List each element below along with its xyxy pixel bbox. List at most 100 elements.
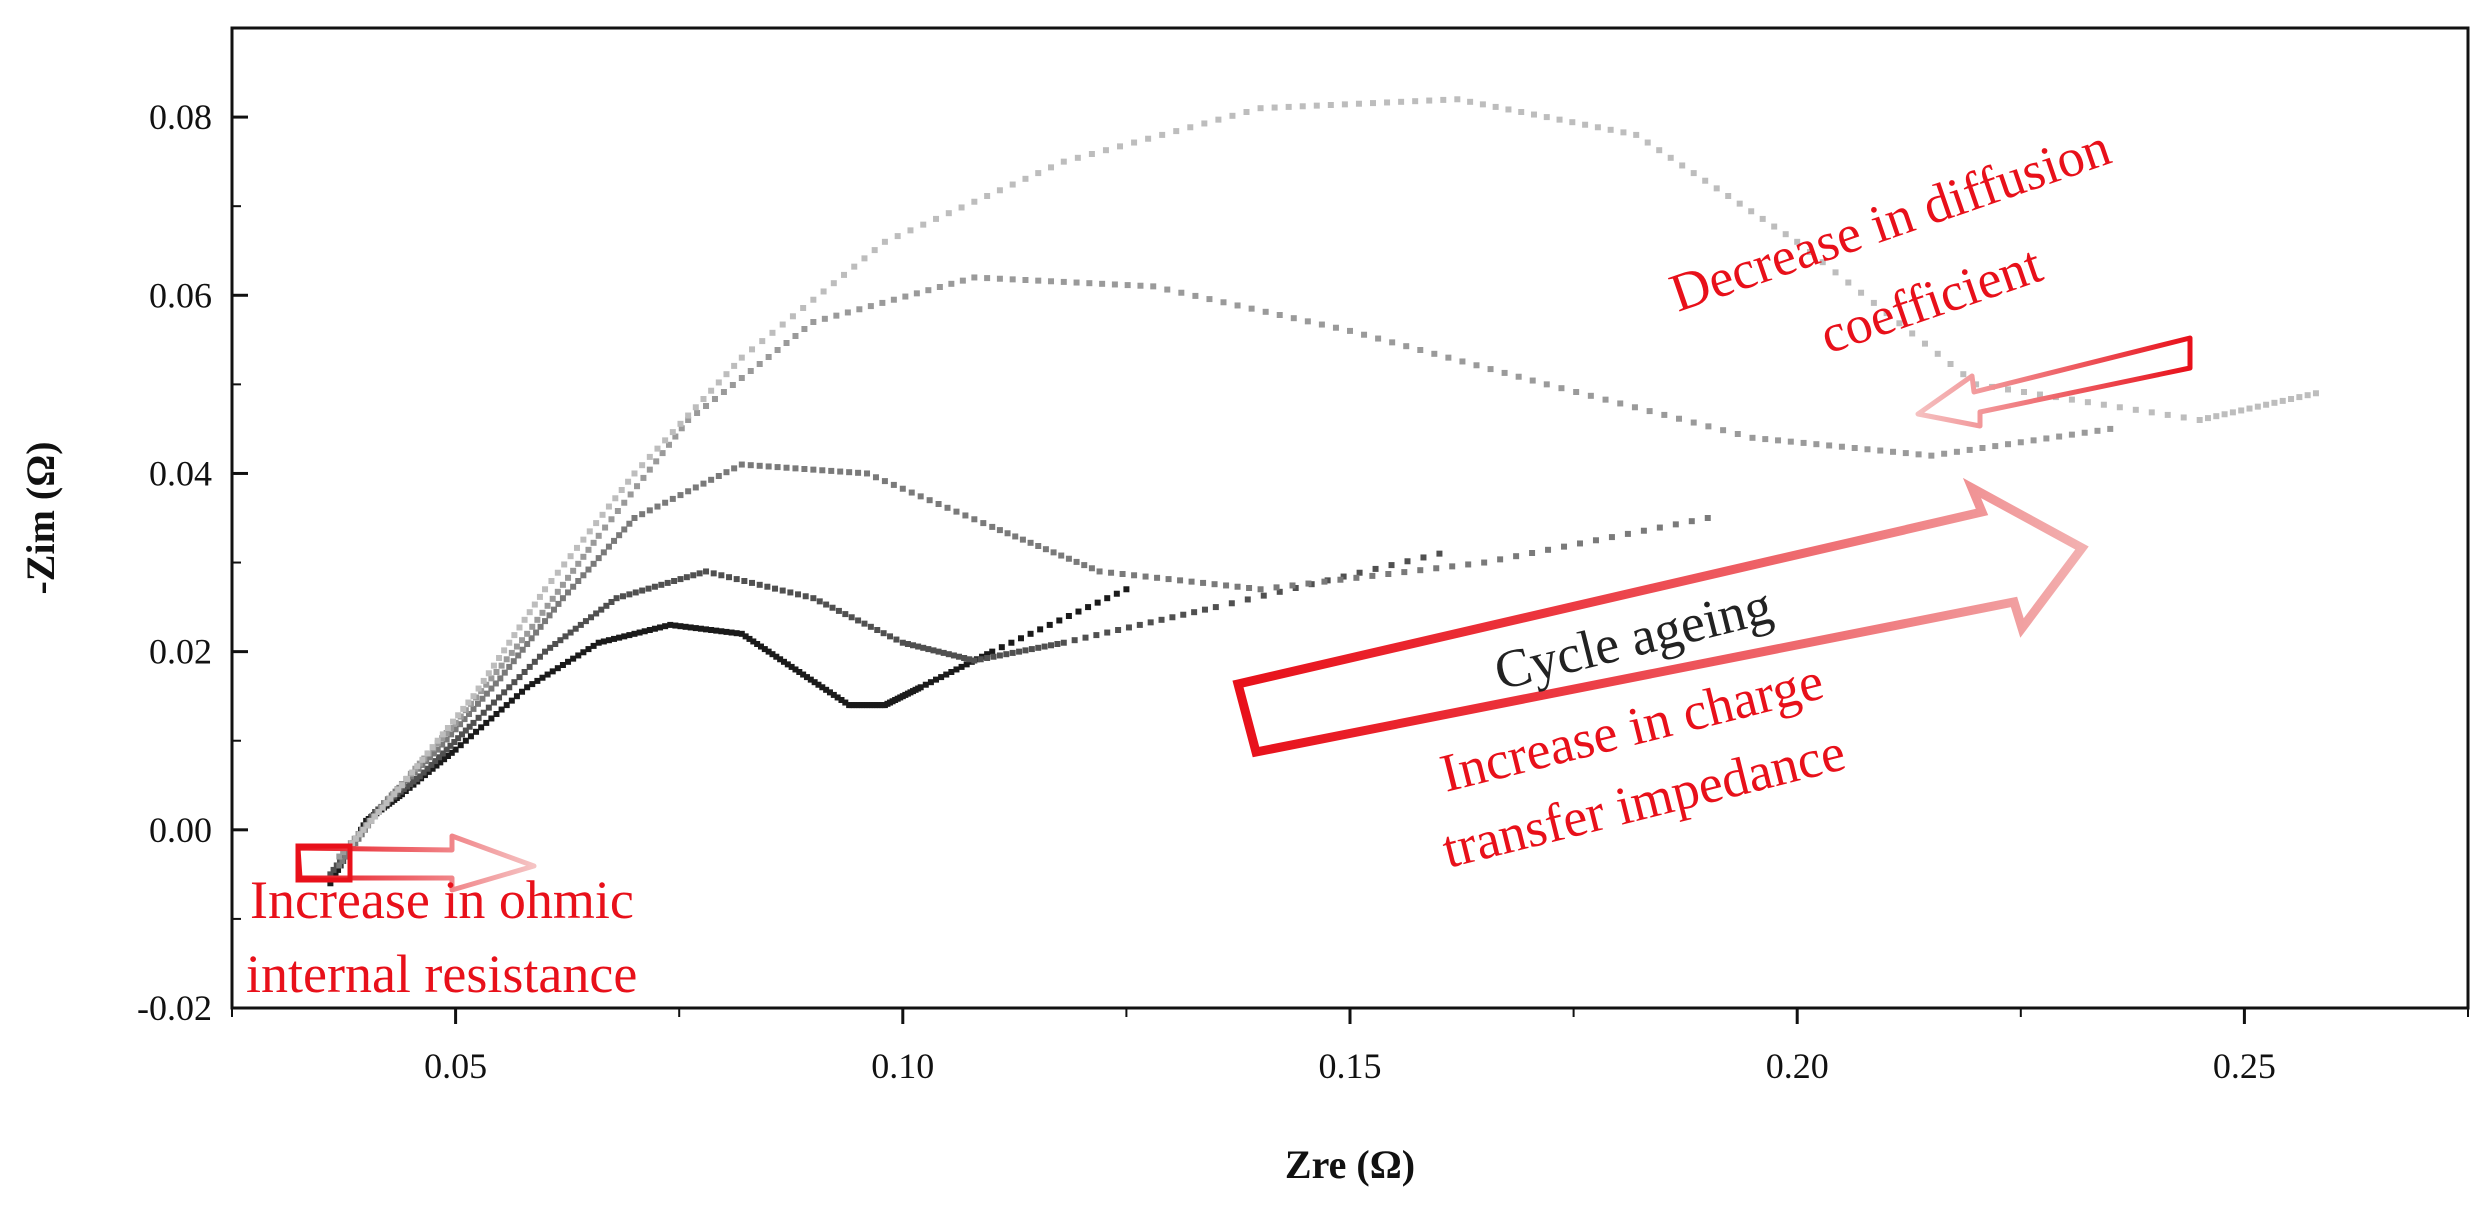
data-point — [830, 691, 837, 698]
data-point — [473, 728, 480, 735]
data-point — [708, 476, 715, 483]
data-point — [330, 866, 337, 873]
data-point — [1125, 624, 1132, 631]
data-point — [439, 750, 446, 757]
data-point — [1921, 340, 1928, 347]
data-point — [627, 491, 634, 498]
data-point — [327, 871, 334, 878]
data-point — [784, 661, 791, 668]
data-point — [646, 466, 653, 473]
data-point — [1800, 439, 1807, 446]
data-point — [1131, 572, 1138, 579]
data-point — [1864, 446, 1871, 453]
data-point — [503, 656, 510, 663]
data-point — [1934, 350, 1941, 357]
data-point — [1794, 238, 1801, 245]
data-point — [603, 602, 610, 609]
data-point — [871, 247, 878, 254]
data-point — [1545, 546, 1552, 553]
data-point — [1356, 569, 1363, 576]
data-point — [1347, 327, 1353, 334]
data-point — [2254, 403, 2261, 410]
data-point — [2164, 411, 2171, 418]
data-point — [516, 624, 523, 631]
data-point — [692, 625, 699, 632]
data-point — [602, 524, 609, 531]
data-point — [1433, 565, 1440, 572]
data-point — [413, 775, 420, 782]
data-point — [2084, 399, 2091, 406]
data-point — [457, 742, 464, 749]
data-point — [1515, 373, 1522, 380]
data-point — [1075, 608, 1082, 615]
data-point — [2081, 429, 2088, 436]
data-point — [2148, 409, 2155, 416]
data-point — [2271, 399, 2278, 406]
data-point — [1858, 289, 1865, 296]
data-point — [842, 699, 849, 706]
data-point — [1299, 103, 1306, 110]
data-point — [855, 617, 862, 624]
data-point — [662, 623, 669, 630]
data-point — [534, 616, 541, 623]
data-point — [1953, 448, 1960, 455]
data-point — [1228, 600, 1235, 607]
data-point — [1147, 619, 1154, 626]
data-point — [738, 461, 745, 468]
data-point — [1361, 331, 1368, 338]
data-point — [554, 665, 561, 672]
data-point — [439, 735, 446, 742]
data-point — [1211, 581, 1218, 588]
data-point — [549, 668, 556, 675]
data-point — [485, 704, 492, 711]
data-point — [2005, 441, 2012, 448]
data-point — [925, 287, 932, 294]
data-point — [1656, 524, 1663, 531]
data-point — [1384, 99, 1391, 106]
data-point — [461, 716, 468, 723]
data-point — [1431, 350, 1438, 357]
data-point — [614, 508, 621, 514]
data-point — [364, 822, 371, 829]
data-point — [890, 481, 897, 488]
data-point — [1883, 310, 1890, 317]
data-point — [938, 674, 945, 681]
data-point — [723, 628, 730, 635]
data-point — [677, 576, 684, 583]
data-point — [651, 583, 658, 590]
data-point — [640, 474, 647, 481]
data-point — [910, 642, 917, 649]
data-point — [1543, 381, 1550, 388]
data-point — [1505, 106, 1512, 113]
data-point — [498, 662, 505, 669]
data-point — [585, 546, 592, 553]
data-point — [1369, 100, 1376, 107]
data-point — [774, 464, 781, 471]
data-point — [723, 469, 730, 476]
data-point — [1088, 565, 1095, 572]
data-point — [465, 699, 472, 706]
data-point — [1646, 408, 1653, 415]
data-point — [516, 674, 523, 681]
data-point — [639, 587, 646, 594]
data-point — [821, 315, 828, 322]
data-point — [887, 633, 894, 640]
data-point — [1832, 269, 1839, 276]
data-point — [1164, 286, 1171, 293]
data-point — [416, 773, 423, 780]
data-point — [904, 641, 911, 647]
data-point — [765, 354, 772, 360]
plot-area-frame — [230, 26, 2470, 1010]
data-point — [501, 669, 508, 676]
data-point — [572, 625, 579, 632]
data-point — [1713, 185, 1720, 192]
data-point — [1497, 556, 1504, 563]
ohmic-label-line2: internal resistance — [246, 944, 637, 1004]
data-point — [488, 675, 495, 682]
data-point — [664, 579, 671, 586]
data-point — [1928, 452, 1935, 459]
data-point — [467, 733, 474, 740]
data-point — [567, 553, 574, 560]
data-point — [632, 589, 639, 596]
